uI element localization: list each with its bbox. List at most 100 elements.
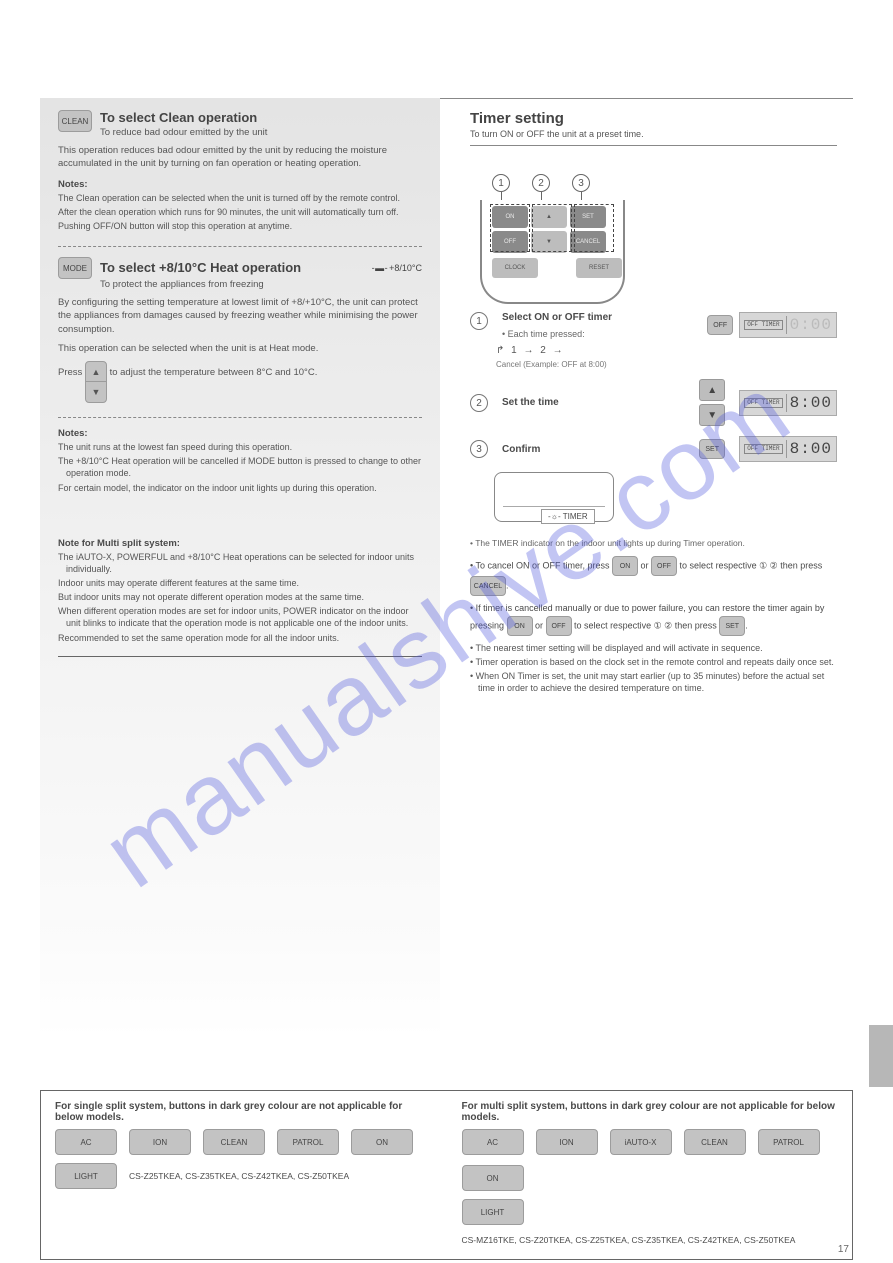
note-set-btn[interactable]: SET xyxy=(719,616,745,636)
page-number: 17 xyxy=(838,1244,849,1255)
note-on-btn-2[interactable]: ON xyxy=(507,616,533,636)
multi-models: CS-MZ16TKE, CS-Z20TKEA, CS-Z25TKEA, CS-Z… xyxy=(462,1235,796,1245)
heat-title: To select +8/10°C Heat operation xyxy=(100,260,364,275)
multi-note-5: Recommended to set the same operation mo… xyxy=(58,632,422,644)
bottom-note-box: For single split system, buttons in dark… xyxy=(40,1090,853,1260)
bottom-multi-chips: AC ION iAUTO-X CLEAN PATROL ON xyxy=(462,1129,839,1191)
temp-updown-button[interactable]: ▲▼ xyxy=(85,361,107,403)
chip-ion-m: ION xyxy=(536,1129,598,1155)
chip-ion-s: ION xyxy=(129,1129,191,1155)
single-models: CS-Z25TKEA, CS-Z35TKEA, CS-Z42TKEA, CS-Z… xyxy=(129,1171,349,1181)
chip-iautox-m: iAUTO-X xyxy=(610,1129,672,1155)
remote-btn-reset[interactable]: RESET xyxy=(576,258,622,278)
clean-section-head: CLEAN To select Clean operation To reduc… xyxy=(58,110,422,138)
step-1: 1 Select ON or OFF timer • Each time pre… xyxy=(470,312,837,339)
dashed-divider-1 xyxy=(58,246,422,247)
chip-clean-s: CLEAN xyxy=(203,1129,265,1155)
step-3-circle: 3 xyxy=(470,440,488,458)
heat-indicator: - ▬ - +8/10°C xyxy=(372,263,422,273)
callout-1: 1 xyxy=(492,174,510,192)
heat-note-2: The +8/10°C Heat operation will be cance… xyxy=(58,455,422,479)
step-3: 3 Confirm SET OFF TIMER 8:00 xyxy=(470,436,837,462)
bottom-single-title: For single split system, buttons in dark… xyxy=(55,1101,432,1123)
ac-unit-illustration: -☼- TIMER xyxy=(494,472,614,522)
mode-button[interactable]: MODE xyxy=(58,257,92,279)
timer-lamp-label: -☼- TIMER xyxy=(541,509,595,524)
step-1-title: Select ON or OFF timer xyxy=(502,312,699,323)
solid-divider-left xyxy=(58,656,422,657)
timer-note-4: • Timer operation is based on the clock … xyxy=(470,656,837,668)
remote-bottom-row: CLOCK RESET xyxy=(492,258,622,278)
chip-on-s: ON xyxy=(351,1129,413,1155)
heat-subtitle: To protect the appliances from freezing xyxy=(100,279,422,290)
callout-3: 3 xyxy=(572,174,590,192)
step1-off-button[interactable]: OFF xyxy=(707,315,733,335)
note-off-btn-2[interactable]: OFF xyxy=(546,616,572,636)
clean-desc: This operation reduces bad odour emitted… xyxy=(58,144,422,171)
step2-down-button[interactable]: ▼ xyxy=(699,404,725,426)
right-column: Timer setting To turn ON or OFF the unit… xyxy=(460,98,855,694)
clean-notes-h: Notes: xyxy=(58,179,422,190)
lamp-note: • The TIMER indicator on the indoor unit… xyxy=(470,538,837,548)
step1-lcd-digits: 0:00 xyxy=(790,316,832,334)
circled-12-b: ① ② xyxy=(654,620,673,630)
clean-note-1: The Clean operation can be selected when… xyxy=(58,192,422,204)
step-loop: ↱ 1 → 2 → xyxy=(496,345,837,356)
chip-ac-m: AC xyxy=(462,1129,524,1155)
timer-note-5: • When ON Timer is set, the unit may sta… xyxy=(470,670,837,694)
heat-note-3: For certain model, the indicator on the … xyxy=(58,482,422,494)
dashed-divider-2 xyxy=(58,417,422,418)
note-cancel-btn[interactable]: CANCEL xyxy=(470,576,506,596)
step1-lcd-icon: OFF TIMER xyxy=(744,320,782,330)
page-tab xyxy=(869,1025,893,1087)
heat-p3: Press ▲▼ to adjust the temperature betwe… xyxy=(58,361,422,403)
bottom-single-chips: AC ION CLEAN PATROL ON xyxy=(55,1129,432,1155)
chip-ac-s: AC xyxy=(55,1129,117,1155)
chip-patrol-m: PATROL xyxy=(758,1129,820,1155)
step3-set-button[interactable]: SET xyxy=(699,439,725,459)
heat-notes-h: Notes: xyxy=(58,428,422,439)
chip-clean-m: CLEAN xyxy=(684,1129,746,1155)
multi-title: Note for Multi split system: xyxy=(58,538,422,549)
multi-note-3: But indoor units may not operate differe… xyxy=(58,591,422,603)
bottom-single-col: For single split system, buttons in dark… xyxy=(55,1101,432,1245)
step-2-title: Set the time xyxy=(502,397,691,408)
step-1-sub: • Each time pressed: xyxy=(502,329,699,339)
circled-12-a: ① ② xyxy=(759,560,778,570)
multi-note-4: When different operation modes are set f… xyxy=(58,605,422,629)
thin-rule-right xyxy=(470,145,837,146)
dashed-box-1 xyxy=(490,204,530,252)
clean-note-3: Pushing OFF/ON button will stop this ope… xyxy=(58,220,422,232)
step2-lcd: OFF TIMER 8:00 xyxy=(739,390,837,416)
step2-lcd-icon: OFF TIMER xyxy=(744,398,782,408)
step2-up-button[interactable]: ▲ xyxy=(699,379,725,401)
note-off-btn-1[interactable]: OFF xyxy=(651,556,677,576)
chip-on-m: ON xyxy=(462,1165,524,1191)
bottom-multi-col: For multi split system, buttons in dark … xyxy=(462,1101,839,1245)
note-on-btn-1[interactable]: ON xyxy=(612,556,638,576)
heat-section-head: MODE To select +8/10°C Heat operation - … xyxy=(58,257,422,279)
clean-subtitle: To reduce bad odour emitted by the unit xyxy=(100,127,267,138)
timer-subtitle: To turn ON or OFF the unit at a preset t… xyxy=(470,129,837,139)
dashed-box-3 xyxy=(574,204,614,252)
remote-illustration: 1 2 3 ON ▲ SET OFF ▼ CANCEL CLOCK RESET xyxy=(480,174,625,304)
heat-p2: This operation can be selected when the … xyxy=(58,342,422,355)
dashed-box-2 xyxy=(532,204,572,252)
chip-light-s: LIGHT xyxy=(55,1163,117,1189)
callout-2: 2 xyxy=(532,174,550,192)
chip-light-m: LIGHT xyxy=(462,1199,524,1225)
clean-title: To select Clean operation xyxy=(100,110,267,125)
remote-btn-clock[interactable]: CLOCK xyxy=(492,258,538,278)
chip-patrol-s: PATROL xyxy=(277,1129,339,1155)
timer-note-3: • The nearest timer setting will be disp… xyxy=(470,642,837,654)
step-1-circle: 1 xyxy=(470,312,488,330)
timer-note-restore: • If timer is cancelled manually or due … xyxy=(470,602,837,636)
step3-lcd-digits: 8:00 xyxy=(790,440,832,458)
step3-lcd: OFF TIMER 8:00 xyxy=(739,436,837,462)
step1-cancel-note: Cancel (Example: OFF at 8:00) xyxy=(496,360,837,369)
clean-button[interactable]: CLEAN xyxy=(58,110,92,132)
remote-body: ON ▲ SET OFF ▼ CANCEL CLOCK RESET xyxy=(480,200,625,304)
clean-note-2: After the clean operation which runs for… xyxy=(58,206,422,218)
multi-note-2: Indoor units may operate different featu… xyxy=(58,577,422,589)
step1-lcd: OFF TIMER 0:00 xyxy=(739,312,837,338)
